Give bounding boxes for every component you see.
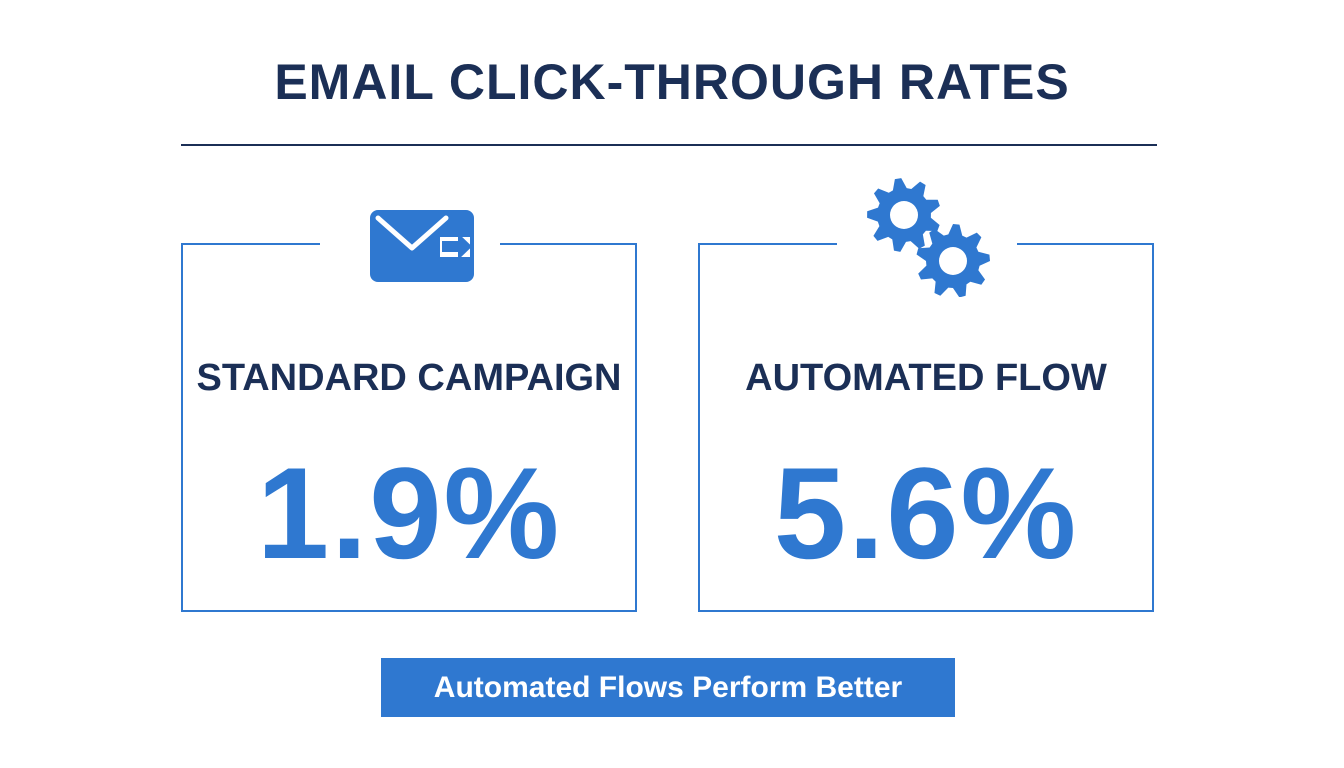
title-divider [181, 144, 1157, 146]
page-title: EMAIL CLICK-THROUGH RATES [274, 54, 1070, 110]
automated-flow-rate: 5.6% [773, 440, 1079, 586]
standard-campaign-label: STANDARD CAMPAIGN [196, 357, 622, 399]
standard-campaign-rate: 1.9% [256, 440, 562, 586]
conclusion-banner: Automated Flows Perform Better [381, 658, 955, 717]
small-gear-icon [916, 224, 990, 297]
automated-flow-label: AUTOMATED FLOW [745, 357, 1107, 399]
standard-campaign-card: STANDARD CAMPAIGN 1.9% [181, 205, 637, 612]
email-send-icon [320, 205, 500, 285]
gears-icon [837, 177, 1017, 297]
automated-flow-card: AUTOMATED FLOW 5.6% [698, 177, 1154, 612]
large-gear-icon [867, 178, 940, 252]
